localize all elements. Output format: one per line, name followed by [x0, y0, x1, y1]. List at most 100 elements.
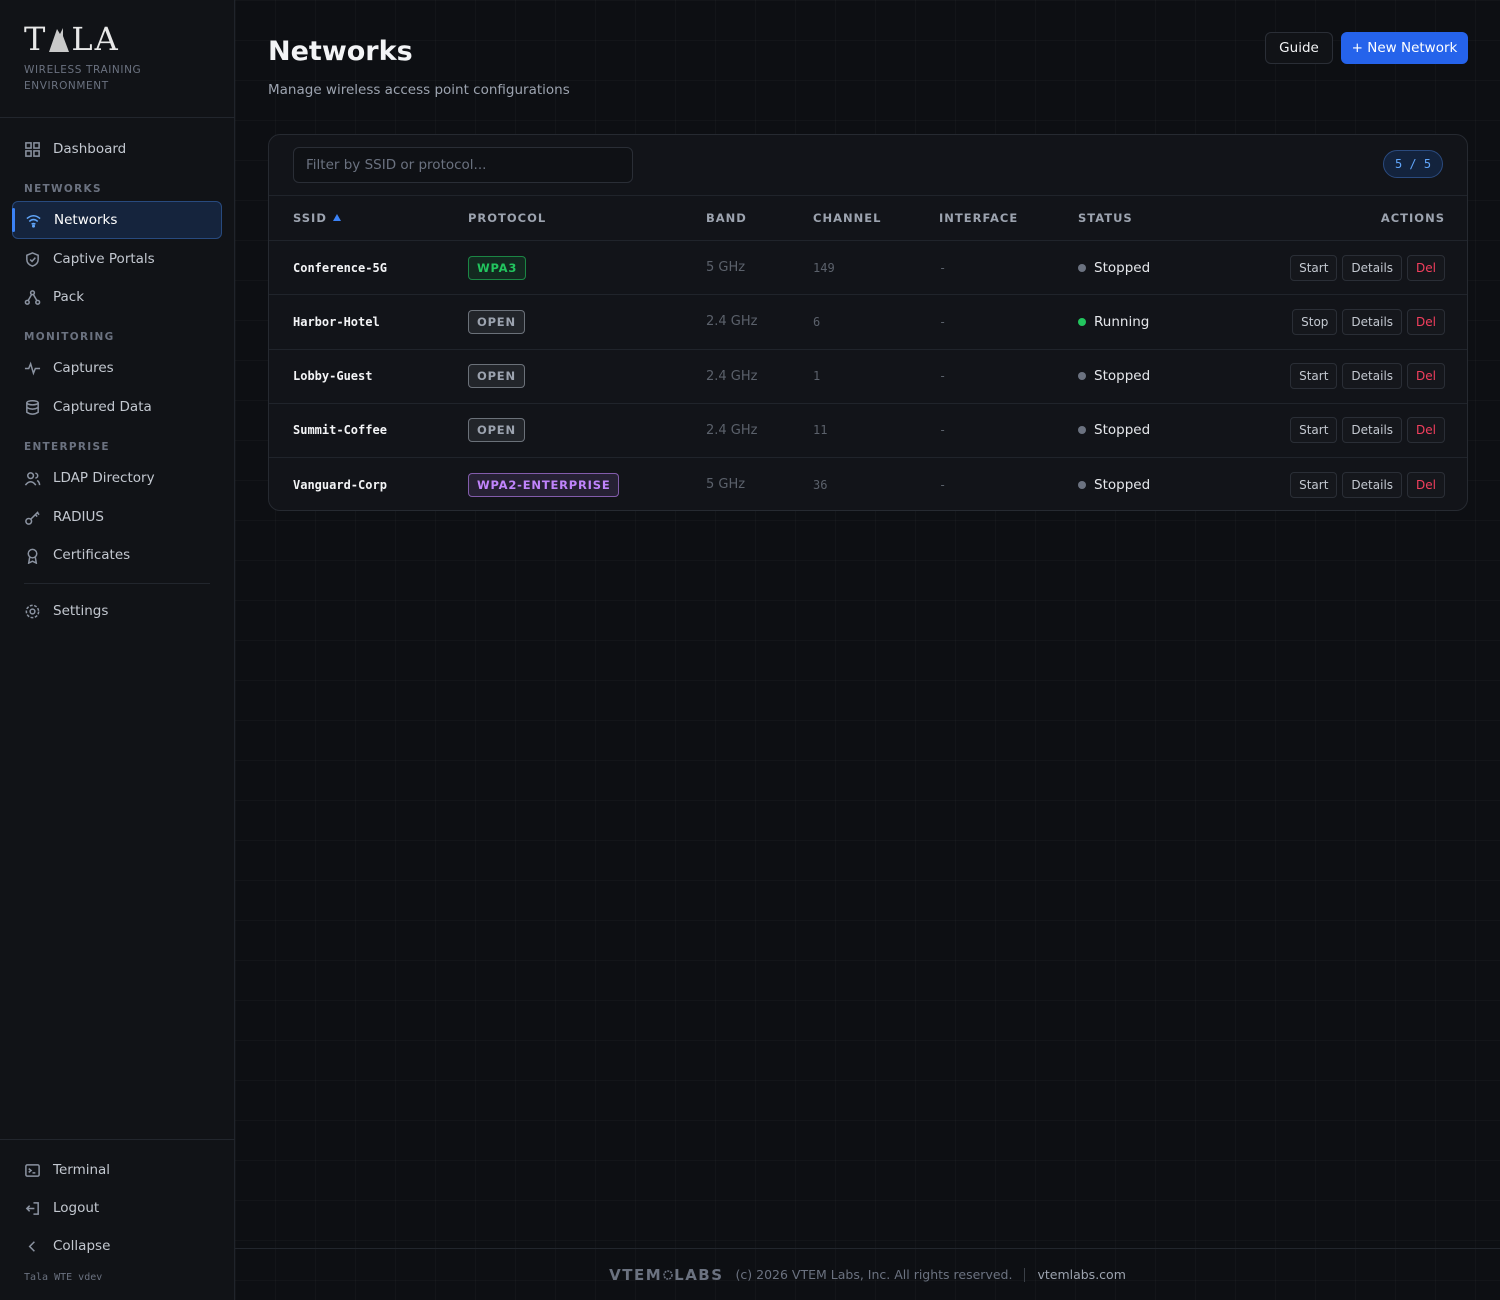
channel: 6	[813, 314, 821, 329]
action-button[interactable]: Del	[1407, 363, 1445, 390]
action-button[interactable]: Details	[1342, 417, 1403, 444]
action-button[interactable]: Details	[1342, 308, 1403, 335]
protocol-badge: OPEN	[468, 309, 525, 334]
status-label: Running	[1094, 313, 1150, 330]
action-button[interactable]: Stop	[1292, 308, 1338, 335]
action-button[interactable]: Del	[1407, 254, 1445, 281]
nav-item[interactable]: Networks	[12, 201, 222, 239]
status-label: Stopped	[1094, 368, 1151, 385]
nav-item[interactable]: Captures	[12, 349, 222, 387]
action-button[interactable]: Details	[1342, 471, 1403, 498]
status-dot	[1078, 263, 1086, 272]
nav-label: Captured Data	[53, 399, 152, 415]
column-header: ACTIONS	[1245, 211, 1445, 225]
logo-text: T	[24, 20, 48, 58]
nav-label: LDAP Directory	[53, 470, 155, 486]
protocol-cell: OPEN	[468, 418, 706, 443]
sidebar: T LA WIRELESS TRAINING ENVIRONMENT Dashb…	[0, 0, 235, 1300]
status: Stopped	[1078, 422, 1245, 438]
channel: 36	[813, 477, 828, 492]
channel: 1	[813, 369, 821, 384]
actions: Stop Details Del	[1245, 308, 1445, 335]
action-button[interactable]: Del	[1407, 417, 1445, 444]
guide-button[interactable]: Guide	[1265, 32, 1333, 64]
status: Stopped	[1078, 260, 1245, 276]
nav-label: Certificates	[53, 547, 131, 563]
new-network-button[interactable]: + New Network	[1341, 32, 1468, 64]
column-label: INTERFACE	[939, 211, 1019, 225]
separator	[1024, 1267, 1026, 1282]
protocol-badge: OPEN	[468, 418, 525, 443]
divider	[24, 583, 210, 584]
nav-item[interactable]: Terminal	[12, 1151, 222, 1189]
nav-item[interactable]: Dashboard	[12, 130, 222, 168]
nav-label: RADIUS	[53, 509, 104, 525]
column-header: SSID	[293, 211, 468, 225]
nav-item[interactable]: Captive Portals	[12, 240, 222, 278]
divider	[0, 117, 235, 118]
page-title: Networks	[268, 36, 413, 67]
action-button[interactable]: Start	[1290, 471, 1338, 498]
table-header: SSID PROTOCOL BAND CHANNEL INTERFACE STATUS AC…	[269, 195, 1467, 240]
action-button[interactable]: Del	[1407, 471, 1445, 498]
channel: 149	[813, 260, 835, 275]
footer-logo-icon	[663, 1269, 673, 1280]
action-button[interactable]: Details	[1342, 363, 1403, 390]
interface: -	[939, 369, 947, 384]
status: Stopped	[1078, 368, 1245, 384]
channel: 11	[813, 423, 828, 438]
column-label: CHANNEL	[813, 211, 882, 225]
ssid: Summit-Coffee	[293, 423, 387, 438]
nav-item[interactable]: Settings	[12, 592, 222, 630]
status-dot	[1078, 372, 1086, 381]
footer-logo-text: LABS	[674, 1265, 724, 1284]
page-subtitle: Manage wireless access point configurati…	[268, 82, 570, 98]
nav-item[interactable]: RADIUS	[12, 498, 222, 536]
tagline: WIRELESS TRAINING ENVIRONMENT	[24, 64, 142, 92]
protocol-cell: WPA3	[468, 255, 706, 280]
status-label: Stopped	[1094, 422, 1151, 439]
protocol-cell: OPEN	[468, 309, 706, 334]
nav-item[interactable]: Captured Data	[12, 388, 222, 426]
logo: T LA	[24, 20, 120, 58]
ssid: Harbor-Hotel	[293, 314, 380, 329]
nav-item[interactable]: Certificates	[12, 536, 222, 574]
column-header: PROTOCOL	[468, 211, 706, 225]
action-button[interactable]: Details	[1342, 254, 1403, 281]
nav-item[interactable]: LDAP Directory	[12, 459, 222, 497]
ssid: Vanguard-Corp	[293, 477, 387, 492]
table-row: Harbor-Hotel OPEN 2.4 GHz 6 - Running Stop Deta…	[269, 294, 1467, 348]
section-title: ENTERPRISE	[24, 441, 110, 453]
table-row: Conference-5G WPA3 5 GHz 149- Stopped Start De…	[269, 240, 1467, 294]
status-label: Stopped	[1094, 259, 1151, 276]
band: 5 GHz	[706, 477, 746, 493]
actions: Start Details Del	[1245, 254, 1445, 281]
column-header: CHANNEL	[813, 211, 939, 225]
status-dot	[1078, 480, 1086, 489]
filter-input[interactable]: Filter by SSID or protocol...	[293, 147, 633, 183]
footer-logo-text: VTEM	[609, 1265, 663, 1284]
footer-logo: VTEM LABS	[609, 1266, 723, 1284]
action-button[interactable]: Del	[1407, 308, 1445, 335]
nav-item[interactable]: Logout	[12, 1189, 222, 1227]
count-badge: 5 / 5	[1383, 150, 1443, 178]
interface: -	[939, 423, 947, 438]
nav-item[interactable]: Pack	[12, 278, 222, 316]
band: 2.4 GHz	[706, 314, 758, 330]
nav-label: Captures	[53, 360, 114, 376]
status: Stopped	[1078, 477, 1245, 493]
action-button[interactable]: Start	[1290, 363, 1338, 390]
status: Running	[1078, 314, 1245, 330]
column-label: SSID	[293, 211, 327, 225]
status-label: Stopped	[1094, 476, 1151, 493]
copyright: (c) 2026 VTEM Labs, Inc. All rights rese…	[735, 1267, 1013, 1282]
section-title: MONITORING	[24, 331, 115, 343]
nav-item[interactable]: Collapse	[12, 1227, 222, 1265]
footer-link[interactable]: vtemlabs.com	[1037, 1267, 1126, 1282]
protocol-badge: WPA2-ENTERPRISE	[468, 472, 620, 497]
action-button[interactable]: Start	[1290, 254, 1338, 281]
sort-arrow	[332, 214, 341, 221]
action-button[interactable]: Start	[1290, 417, 1338, 444]
band: 2.4 GHz	[706, 422, 758, 438]
